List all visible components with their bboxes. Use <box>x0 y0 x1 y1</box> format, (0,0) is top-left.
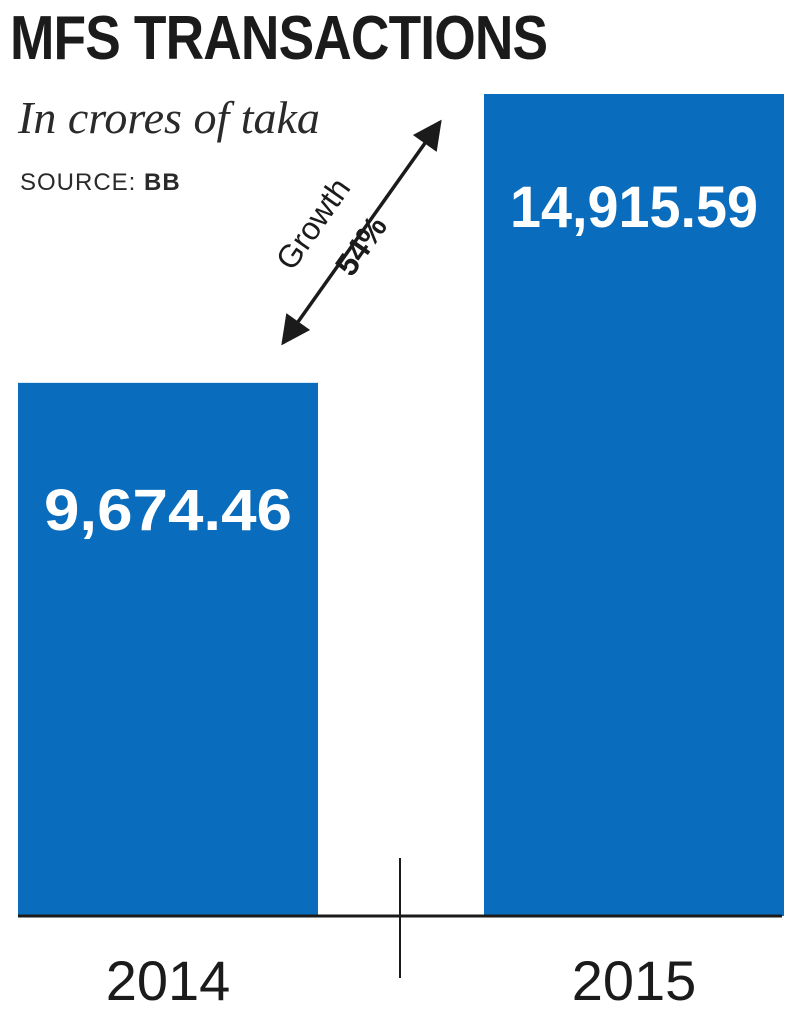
source-value: BB <box>144 169 181 196</box>
chart-title: MFS TRANSACTIONS <box>10 4 548 73</box>
value-label-2014: 9,674.46 <box>44 478 292 543</box>
source-label: SOURCE: <box>20 169 137 196</box>
labels-layer: 9,674.46 2014 14,915.59 2015 <box>44 175 758 1012</box>
growth-annotation: Growth 54% <box>269 119 442 346</box>
source-line: SOURCE: BB <box>20 168 181 198</box>
chart-subtitle: In crores of taka <box>18 92 320 143</box>
growth-arrow <box>281 119 442 346</box>
value-label-2015: 14,915.59 <box>510 175 758 240</box>
bars-layer <box>18 94 784 916</box>
category-label-2015: 2015 <box>572 949 697 1012</box>
bar-2015 <box>484 94 784 916</box>
bar-2014 <box>18 382 318 916</box>
category-label-2014: 2014 <box>106 949 231 1012</box>
growth-percent: 54% <box>328 209 394 282</box>
